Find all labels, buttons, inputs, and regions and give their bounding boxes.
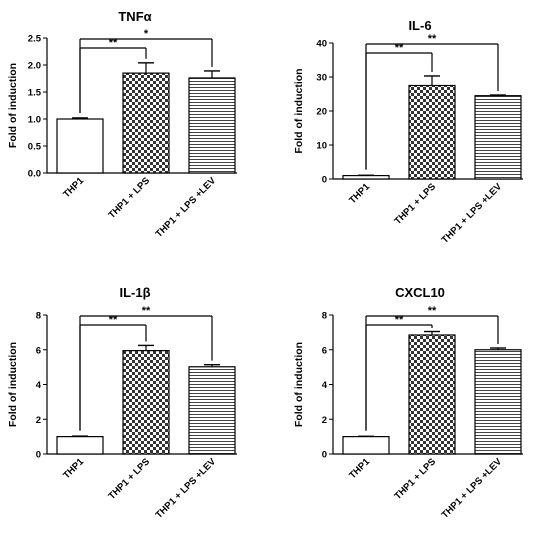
x-tick-label: THP1 bbox=[61, 175, 86, 200]
chart-panel-4: CXCL10 Fold of induction 0 2 4 6 8 THP1 THP1 + L… bbox=[293, 285, 523, 521]
bar-2 bbox=[408, 84, 456, 180]
bar-1 bbox=[56, 436, 104, 455]
x-tick-label: THP1 + LPS +LEV bbox=[154, 456, 219, 521]
x-tick-label: THP1 + LPS +LEV bbox=[440, 181, 505, 246]
chart-panel-1: TNFα Fold of induction 0.0 0.5 1.0 1.5 2.0 2.5 T… bbox=[7, 9, 237, 240]
x-tick-label: THP1 bbox=[347, 456, 372, 481]
y-axis-label: Fold of induction bbox=[293, 68, 305, 153]
significance-label: * bbox=[144, 28, 149, 40]
y-tick-label: 2 bbox=[322, 415, 327, 426]
x-tick-label: THP1 + LPS bbox=[106, 175, 152, 221]
chart-panel-3: IL-1β Fold of induction 0 2 4 6 8 THP1 THP1 + LP… bbox=[7, 285, 237, 521]
bar-2 bbox=[122, 350, 170, 455]
y-axis-label: Fold of induction bbox=[7, 342, 19, 427]
bar-2 bbox=[408, 334, 456, 455]
significance-label: ** bbox=[395, 314, 404, 326]
significance-label: ** bbox=[428, 33, 437, 45]
x-tick-label: THP1 + LPS bbox=[392, 456, 438, 502]
y-tick-label: 4 bbox=[322, 380, 328, 391]
y-tick-label: 0.0 bbox=[28, 169, 41, 180]
y-tick-label: 8 bbox=[322, 311, 327, 322]
y-axis-label: Fold of induction bbox=[293, 342, 305, 427]
x-tick-label: THP1 bbox=[347, 181, 372, 206]
bar-2 bbox=[122, 72, 170, 174]
y-tick-label: 20 bbox=[316, 107, 327, 118]
chart-title: TNFα bbox=[118, 9, 151, 24]
bar-3 bbox=[474, 95, 522, 180]
y-tick-label: 0 bbox=[322, 450, 327, 461]
y-tick-label: 8 bbox=[36, 311, 41, 322]
significance-label: ** bbox=[395, 42, 404, 54]
bar-1 bbox=[342, 175, 390, 180]
y-tick-label: 2.0 bbox=[28, 61, 41, 72]
x-tick-label: THP1 + LPS +LEV bbox=[440, 456, 505, 521]
bar-1 bbox=[342, 436, 390, 455]
significance-label: ** bbox=[109, 37, 118, 49]
significance-label: ** bbox=[142, 305, 151, 317]
y-tick-label: 0 bbox=[36, 450, 41, 461]
x-tick-label: THP1 + LPS bbox=[106, 456, 152, 502]
y-tick-label: 10 bbox=[316, 141, 327, 152]
bar-3 bbox=[188, 366, 236, 455]
x-tick-label: THP1 bbox=[61, 456, 86, 481]
chart-panel-2: IL-6 Fold of induction 0 10 20 30 40 THP1 THP1 +… bbox=[293, 18, 523, 246]
y-tick-label: 1.0 bbox=[28, 115, 41, 126]
significance-label: ** bbox=[428, 305, 437, 317]
y-tick-label: 6 bbox=[322, 345, 327, 356]
chart-title: IL-6 bbox=[408, 18, 431, 33]
x-tick-label: THP1 + LPS +LEV bbox=[154, 175, 219, 240]
y-tick-label: 2.5 bbox=[28, 34, 42, 45]
y-tick-label: 0.5 bbox=[28, 142, 42, 153]
y-tick-label: 2 bbox=[36, 415, 41, 426]
y-tick-label: 40 bbox=[316, 39, 327, 50]
y-axis-label: Fold of induction bbox=[7, 63, 19, 148]
y-tick-label: 30 bbox=[316, 73, 327, 84]
y-tick-label: 0 bbox=[322, 175, 327, 186]
y-tick-label: 4 bbox=[36, 380, 42, 391]
bar-3 bbox=[474, 349, 522, 455]
chart-title: IL-1β bbox=[119, 285, 150, 300]
chart-title: CXCL10 bbox=[395, 285, 445, 300]
significance-label: ** bbox=[109, 314, 118, 326]
bar-3 bbox=[188, 77, 236, 174]
bar-1 bbox=[56, 118, 104, 174]
y-tick-label: 6 bbox=[36, 345, 41, 356]
x-tick-label: THP1 + LPS bbox=[392, 181, 438, 227]
y-tick-label: 1.5 bbox=[28, 88, 42, 99]
